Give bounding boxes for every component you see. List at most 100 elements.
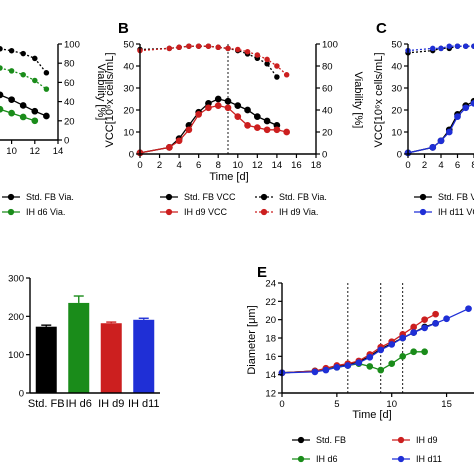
- y-tick-label-C-5: 50: [391, 40, 402, 51]
- data-point-E-1-9: [399, 352, 407, 360]
- data-point-B-3-10: [254, 52, 261, 58]
- legend-marker-E-0: [297, 436, 305, 444]
- bar-category-label-0: Std. FB: [28, 398, 65, 410]
- x-tick-label-E-3: 15: [441, 399, 452, 410]
- data-point-B-0-9: [244, 106, 251, 114]
- panel-letter-c: C: [376, 20, 387, 37]
- data-point-B-1-6: [214, 102, 222, 109]
- x-tick-label-B-7: 14: [272, 160, 283, 171]
- bar-3: [133, 319, 155, 393]
- data-point-E-3-6: [366, 353, 374, 361]
- y-tick-label-B-5: 50: [123, 40, 134, 51]
- data-point-partial-left-2-1: [8, 96, 15, 104]
- legend-marker-partial-left-1: [7, 208, 15, 216]
- data-point-C-3-4: [454, 113, 461, 120]
- legend-marker-B-1: [260, 193, 268, 201]
- legend-marker-C-1: [419, 208, 427, 216]
- data-point-B-0-10: [253, 113, 261, 120]
- data-point-partial-left-0-1: [8, 47, 15, 54]
- data-point-B-1-2: [175, 137, 183, 145]
- y-tick-label-E-2: 16: [265, 352, 276, 363]
- bar-category-label-2: IH d9: [98, 398, 124, 410]
- y-tick-label-C-2: 20: [391, 106, 402, 117]
- data-point-B-0-7: [224, 97, 232, 105]
- data-point-E-1-6: [366, 363, 374, 370]
- data-point-B-2-11: [264, 61, 270, 67]
- series-line-E-3: [281, 308, 469, 374]
- y-axis-title-partial: Viability [%]: [95, 64, 107, 121]
- data-point-E-2-11: [421, 316, 428, 324]
- data-point-partial-left-1-0: [0, 65, 3, 71]
- x-axis-title-e: Time [d]: [352, 409, 391, 421]
- data-point-partial-left-0-3: [32, 55, 38, 62]
- legend-marker-C-0: [419, 193, 427, 201]
- x-tick-label-E-0: 0: [279, 399, 284, 410]
- data-point-B-3-11: [264, 56, 270, 63]
- data-point-C-1-5: [462, 43, 469, 49]
- data-point-partial-left-1-4: [43, 86, 50, 92]
- panel-letter-e: E: [257, 264, 267, 281]
- legend-label-E-2: IH d6: [316, 454, 338, 464]
- data-point-C-1-4: [454, 43, 461, 49]
- data-point-partial-left-1-2: [20, 71, 26, 78]
- data-point-B-2-12: [274, 74, 280, 80]
- x-tick-label-partial-left-0: 10: [6, 146, 17, 157]
- x-tick-label-C-4: 8: [471, 160, 474, 171]
- data-point-E-2-10: [410, 323, 418, 331]
- data-point-E-3-8: [388, 341, 396, 348]
- legend-label-E-3: IH d11: [416, 454, 442, 464]
- data-point-partial-left-2-3: [31, 107, 39, 115]
- data-point-B-3-8: [235, 46, 241, 53]
- data-point-C-3-2: [437, 137, 445, 145]
- data-point-partial-left-1-1: [8, 68, 15, 74]
- y-axis-title-e: Diameter [μm]: [246, 305, 258, 374]
- x-tick-label-E-2: 10: [386, 399, 397, 410]
- x-tick-label-C-0: 0: [405, 160, 410, 171]
- data-point-C-1-1: [429, 45, 436, 52]
- y-tick-label-B-4: 40: [123, 62, 134, 73]
- y-tick-label-B-1: 10: [123, 128, 134, 139]
- data-point-E-3-4: [344, 362, 352, 369]
- legend-label-C-0: Std. FB V: [438, 192, 474, 202]
- y-tick-label-D-0: 0: [19, 389, 24, 400]
- y-tick-label-E-5: 22: [265, 297, 276, 308]
- data-point-B-3-6: [215, 44, 221, 51]
- data-point-E-3-1: [311, 368, 319, 376]
- data-point-B-1-8: [234, 113, 242, 120]
- y2-tick-label-B-1: 20: [322, 128, 333, 139]
- bar-category-label-3: IH d11: [128, 398, 160, 410]
- y2-tick-label-B-4: 80: [322, 62, 333, 73]
- legend-marker-E-2: [297, 455, 305, 463]
- legend-label-E-1: IH d9: [416, 435, 438, 445]
- data-point-B-3-2: [176, 44, 182, 51]
- y2-tick-label-partial-left-0: 0: [64, 136, 69, 147]
- data-point-partial-left-3-1: [8, 109, 15, 117]
- data-point-B-3-9: [244, 48, 251, 55]
- x-tick-label-B-5: 10: [232, 160, 243, 171]
- y-tick-label-D-2: 200: [8, 312, 24, 323]
- data-point-B-3-13: [283, 72, 290, 78]
- data-point-E-3-3: [333, 363, 341, 371]
- y2-tick-label-partial-left-4: 80: [64, 59, 75, 70]
- x-tick-label-C-3: 6: [455, 160, 460, 171]
- data-point-E-3-14: [465, 305, 472, 313]
- data-point-B-1-11: [263, 126, 271, 134]
- legend-label-partial-left-0: Std. FB Via.: [26, 192, 74, 202]
- data-point-C-1-3: [446, 43, 452, 49]
- y-tick-label-C-0: 0: [397, 150, 402, 161]
- y-tick-label-E-4: 20: [265, 315, 276, 326]
- data-point-B-3-4: [195, 43, 202, 49]
- y2-axis-title-b: Viability [%]: [352, 72, 364, 129]
- x-tick-label-B-3: 6: [196, 160, 201, 171]
- data-point-B-1-9: [244, 122, 251, 129]
- legend-label-C-1: IH d11 VC: [438, 207, 474, 217]
- legend-label-E-0: Std. FB: [316, 435, 346, 445]
- series-line-partial-left-3: [0, 108, 36, 122]
- y-tick-label-E-1: 14: [265, 370, 276, 381]
- legend-marker-B-0: [165, 193, 173, 201]
- data-point-B-1-3: [185, 126, 193, 134]
- bar-2: [100, 323, 122, 393]
- data-point-B-1-4: [195, 111, 203, 118]
- data-point-E-3-12: [432, 319, 439, 327]
- data-point-B-1-12: [273, 126, 281, 134]
